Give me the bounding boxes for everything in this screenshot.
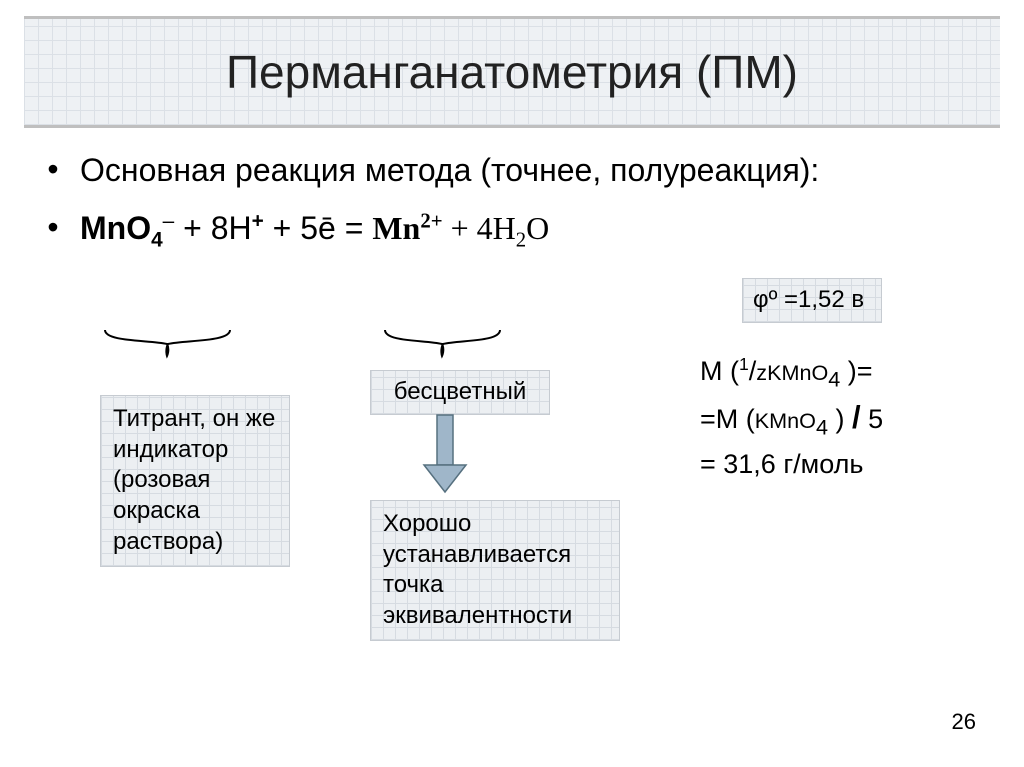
bullet-2: • MnO4– + 8H+ + 5ē = Mn2+ + 4H2O [44, 208, 980, 248]
mm-l1f: 4 [828, 366, 840, 391]
mm-l1e: KMnO [767, 360, 828, 385]
mm-l2b: KMnO [755, 408, 816, 433]
molar-mass-line-1: M (1/zKMnO4 )= [700, 350, 1000, 393]
molar-mass-line-2: =M (KMnO4 ) / 5 [700, 393, 1000, 443]
eq-sub2: 2 [516, 228, 526, 251]
mm-l1d: z [756, 360, 767, 385]
mm-l2f: 5 [861, 404, 884, 434]
box-equivalence-point: Хорошо устанавливается точка эквивалентн… [370, 500, 620, 641]
bullet-dot-icon: • [44, 208, 62, 246]
slide-body: • Основная реакция метода (точнее, полур… [44, 150, 980, 266]
eq-5e: + 5ē = [264, 210, 373, 246]
molar-mass-block: M (1/zKMnO4 )= =M (KMnO4 ) / 5 = 31,6 г/… [700, 350, 1000, 486]
brace-icon [105, 330, 230, 356]
mm-l2e: / [852, 400, 861, 435]
equation: MnO4– + 8H+ + 5ē = Mn2+ + 4H2O [80, 208, 549, 248]
eq-8h: + 8H [174, 210, 251, 246]
arrow-down-icon [424, 415, 466, 492]
slide: Перманганатометрия (ПМ) • Основная реакц… [0, 0, 1024, 767]
eq-o: O [526, 210, 549, 246]
bullet-1-text: Основная реакция метода (точнее, полуреа… [80, 150, 819, 190]
molar-mass-line-3: = 31,6 г/моль [700, 443, 1000, 486]
box-titrant: Титрант, он же индикатор (розовая окраск… [100, 395, 290, 567]
bullet-dot-icon: • [44, 150, 62, 188]
title-band: Перманганатометрия (ПМ) [24, 16, 1000, 128]
eq-sub4: 4 [151, 228, 163, 251]
box-colorless: бесцветный [370, 370, 550, 415]
eq-mno4: MnO [80, 210, 151, 246]
page-title: Перманганатометрия (ПМ) [226, 45, 798, 99]
eq-mn: Mn [372, 210, 420, 246]
box-potential: φº =1,52 в [742, 278, 882, 323]
eq-minus: – [163, 209, 175, 232]
page-number: 26 [952, 709, 976, 735]
mm-l2a: =M ( [700, 404, 755, 434]
mm-l1a: M ( [700, 356, 739, 386]
eq-hplus: + [252, 209, 264, 232]
mm-l1g: )= [840, 356, 872, 386]
bullet-1: • Основная реакция метода (точнее, полур… [44, 150, 980, 190]
mm-l2c: 4 [816, 415, 828, 440]
eq-mn2plus: 2+ [420, 209, 442, 232]
mm-l1b: 1 [739, 354, 749, 374]
eq-4h: + 4H [443, 210, 516, 246]
brace-icon [385, 330, 500, 356]
mm-l2d: ) [828, 404, 852, 434]
